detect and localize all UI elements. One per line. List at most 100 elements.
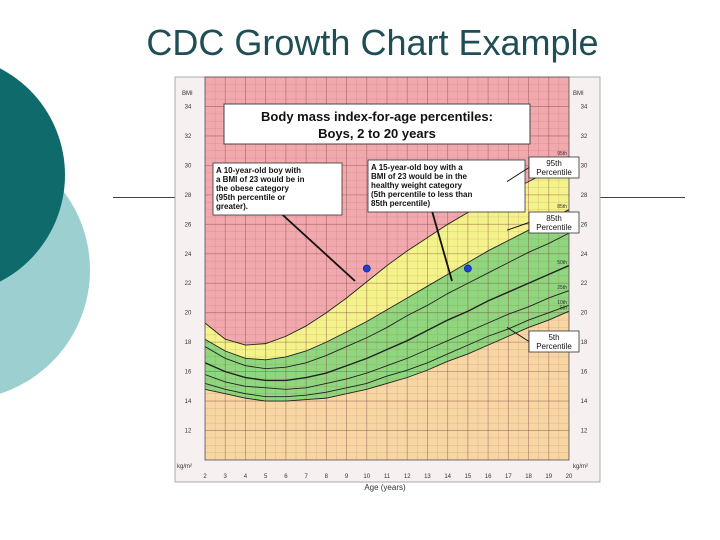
x-tick: 13	[424, 474, 431, 480]
zone-underweight	[205, 311, 569, 460]
callout-right-line: 85th percentile)	[371, 199, 430, 208]
y-tick-left: 30	[185, 163, 192, 169]
callout-left-line: a BMI of 23 would be in	[216, 175, 305, 184]
line-label-25th: 25th	[557, 285, 567, 291]
y-tick-right: 20	[581, 311, 588, 317]
x-tick: 5	[264, 474, 268, 480]
percentile-callout-text: 85th	[546, 214, 562, 223]
x-tick: 17	[505, 474, 512, 480]
line-75th	[205, 232, 569, 370]
x-tick: 2	[203, 474, 207, 480]
x-tick: 8	[325, 474, 329, 480]
callout-right-line: BMI of 23 would be in the	[371, 172, 468, 181]
callout-right-line: healthy weight category	[371, 181, 463, 190]
percentile-callout-text: Percentile	[536, 342, 572, 351]
line-label-95th: 95th	[557, 151, 567, 157]
y-tick-right: 24	[581, 252, 588, 258]
bmi-label-right: BMI	[573, 91, 584, 97]
zone-healthy	[205, 209, 569, 402]
y-tick-right: 22	[581, 281, 588, 287]
line-25th	[205, 290, 569, 390]
callout-right-box	[367, 159, 526, 213]
x-tick: 14	[444, 474, 451, 480]
x-tick: 20	[566, 474, 573, 480]
percentile-callout-85th	[528, 211, 580, 234]
x-tick: 18	[525, 474, 532, 480]
y-tick-right: 12	[581, 429, 588, 435]
example-points	[362, 264, 472, 273]
percentile-callout-text: Percentile	[536, 223, 572, 232]
decor-rule-right	[580, 197, 685, 198]
line-50th	[205, 264, 569, 382]
y-tick-left: 12	[185, 429, 192, 435]
percentile-callout-text: 95th	[546, 159, 562, 168]
y-tick-left: 24	[185, 252, 192, 258]
y-tick-left: 26	[185, 222, 192, 228]
x-tick: 10	[363, 474, 370, 480]
bmi-label-left: BMI	[182, 91, 193, 97]
pointer-85th	[506, 222, 530, 231]
example-point-2	[463, 264, 472, 273]
y-tick-right: 28	[581, 193, 588, 199]
x-tick: 15	[465, 474, 472, 480]
line-label-85th: 85th	[557, 204, 567, 210]
line-label-5th: 5th	[560, 306, 567, 312]
percentile-callout-text: Percentile	[536, 168, 572, 177]
pointer-line-right	[429, 203, 453, 282]
percentile-callout-95th	[528, 156, 580, 179]
y-tick-left: 32	[185, 134, 192, 140]
callout-right-line: A 15-year-old boy with a	[371, 163, 463, 172]
y-tick-left: 18	[185, 340, 192, 346]
chart-title-box	[223, 103, 531, 145]
decor-circle-dark	[0, 68, 65, 282]
line-85th	[205, 209, 569, 361]
x-axis-label: Age (years)	[364, 483, 406, 492]
y-tick-right: 18	[581, 340, 588, 346]
y-tick-right: 26	[581, 222, 588, 228]
x-tick: 16	[485, 474, 492, 480]
y-tick-left: 22	[185, 281, 192, 287]
percentile-callout-text: 5th	[548, 333, 559, 342]
x-tick: 12	[404, 474, 411, 480]
y-tick-right: 14	[581, 399, 588, 405]
x-tick: 19	[545, 474, 552, 480]
y-tick-left: 28	[185, 193, 192, 199]
callout-right-line: (5th percentile to less than	[371, 190, 472, 199]
x-tick: 9	[345, 474, 349, 480]
callout-left-box	[212, 162, 343, 216]
callout-left-line: (95th percentile or	[216, 193, 285, 202]
slide-title: CDC Growth Chart Example	[146, 22, 599, 63]
pointer-95th	[506, 167, 530, 183]
y-tick-right: 16	[581, 370, 588, 376]
line-5th	[205, 310, 569, 402]
pointer-line-left	[273, 206, 356, 282]
callout-left-line: the obese category	[216, 184, 289, 193]
unit-label-left: kg/m²	[177, 464, 192, 470]
y-tick-right: 34	[581, 104, 588, 110]
x-tick: 4	[244, 474, 248, 480]
decor-rule-left	[113, 197, 205, 198]
x-tick: 11	[384, 474, 391, 480]
line-label-50th: 50th	[557, 260, 567, 266]
x-tick: 3	[224, 474, 228, 480]
y-tick-right: 32	[581, 134, 588, 140]
example-point-1	[362, 264, 371, 273]
y-tick-left: 20	[185, 311, 192, 317]
y-tick-left: 34	[185, 104, 192, 110]
line-label-10th: 10th	[557, 300, 567, 306]
percentile-callout-5th	[528, 330, 580, 353]
chart-subtitle: Boys, 2 to 20 years	[318, 126, 436, 141]
unit-label-right: kg/m²	[573, 464, 588, 470]
y-tick-left: 16	[185, 370, 192, 376]
x-tick: 7	[304, 474, 308, 480]
y-tick-right: 30	[581, 163, 588, 169]
y-tick-left: 14	[185, 399, 192, 405]
x-tick: 6	[284, 474, 288, 480]
pointer-5th	[506, 327, 530, 342]
plot-border	[204, 76, 570, 461]
chart-title: Body mass index-for-age percentiles:	[261, 109, 493, 124]
